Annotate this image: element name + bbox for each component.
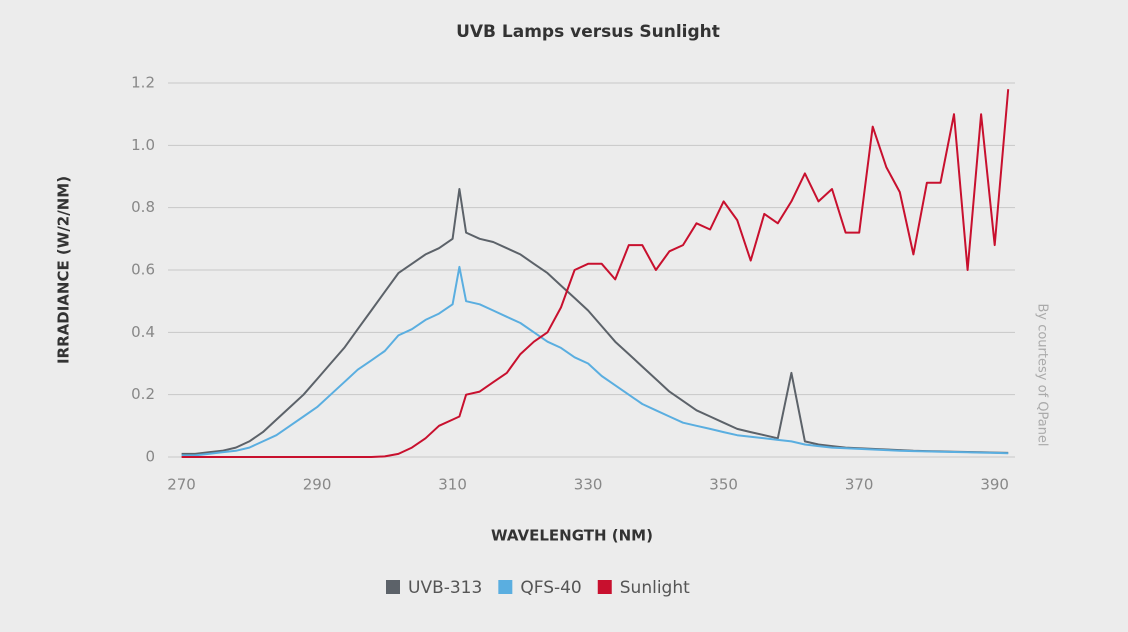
y-tick-label: 1.2 [131, 74, 155, 92]
legend-label: Sunlight [620, 578, 690, 598]
y-tick-label: 0 [145, 448, 155, 466]
legend-swatch [597, 580, 612, 594]
y-tick-label: 0.8 [131, 198, 155, 216]
legend-label: UVB-313 [408, 578, 482, 598]
x-tick-label: 290 [303, 476, 332, 494]
chart-title: UVB Lamps versus Sunlight [456, 22, 720, 42]
y-tick-label: 0.6 [131, 261, 155, 279]
x-tick-label: 270 [167, 476, 196, 494]
y-axis-label: IRRADIANCE (W/2/NM) [55, 176, 73, 364]
series-line [181, 89, 1010, 458]
legend-swatch [498, 580, 513, 594]
x-tick-label: 390 [980, 476, 1009, 494]
y-tick-label: 1.0 [131, 136, 155, 154]
x-tick-label: 350 [709, 476, 738, 494]
x-tick-label: 310 [438, 476, 467, 494]
x-tick-label: 330 [574, 476, 603, 494]
y-tick-label: 0.2 [131, 385, 155, 403]
series-line [181, 265, 1009, 457]
x-axis-label: WAVELENGTH (NM) [491, 527, 653, 545]
legend-swatch [386, 580, 400, 594]
x-tick-label: 370 [845, 476, 874, 494]
credit-note: By courtesy of QPanel [1035, 303, 1050, 446]
y-tick-label: 0.4 [131, 323, 155, 341]
legend-label: QFS-40 [520, 578, 581, 598]
